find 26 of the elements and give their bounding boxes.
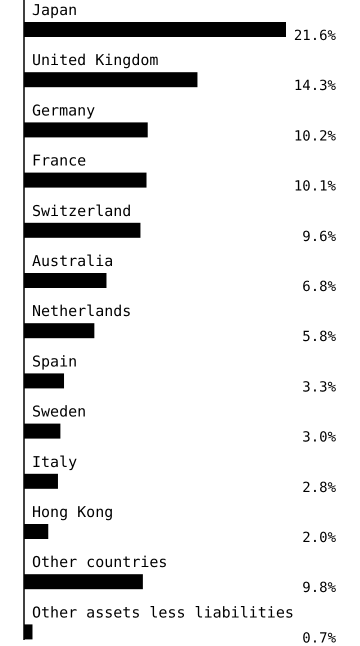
data-label: 3.3% [302, 379, 337, 396]
y-tick-label: Italy [32, 452, 78, 471]
y-tick-label: Netherlands [32, 302, 132, 320]
data-label: 5.8% [302, 329, 337, 346]
data-label: 2.0% [302, 530, 337, 546]
y-tick-label: Japan [32, 1, 78, 19]
data-label: 9.8% [302, 580, 337, 596]
data-label: 10.2% [294, 128, 337, 144]
data-label: 9.6% [302, 228, 337, 245]
y-tick-label: Switzerland [32, 202, 132, 220]
data-label: 3.0% [302, 430, 337, 446]
y-tick-label: Spain [32, 352, 78, 370]
data-label: 10.1% [294, 178, 337, 195]
data-label: 6.8% [302, 279, 337, 295]
y-tick-label: Australia [32, 252, 114, 270]
y-tick-label: France [32, 152, 86, 170]
y-tick-label: Sweden [32, 402, 86, 421]
y-tick-label: Other countries [32, 553, 168, 572]
y-tick-label: United Kingdom [32, 51, 158, 70]
y-tick-label: Germany [32, 101, 96, 120]
data-label: 21.6% [294, 28, 337, 44]
data-label: 14.3% [294, 78, 337, 94]
y-tick-label: Other assets less liabilities [32, 603, 294, 622]
y-tick-label: Hong Kong [32, 503, 114, 521]
data-label: 2.8% [302, 480, 337, 496]
data-label: 0.7% [302, 630, 337, 646]
